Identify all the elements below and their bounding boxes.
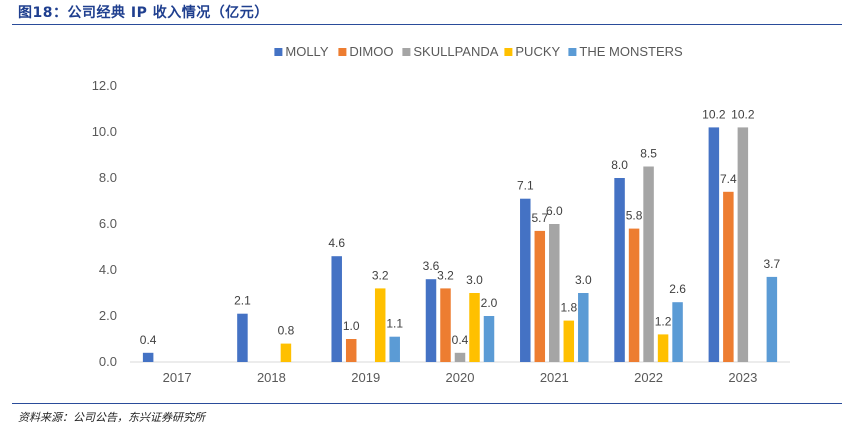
bar-pucky [280, 343, 292, 362]
x-tick-label: 2021 [540, 370, 569, 385]
bar-molly [614, 178, 625, 362]
legend-swatch [274, 48, 283, 56]
bar-skullpanda [454, 352, 466, 362]
data-label: 1.0 [343, 319, 360, 333]
bar-dimoo [628, 228, 640, 362]
y-tick-label: 10.0 [92, 124, 117, 139]
bar-skullpanda [643, 166, 654, 362]
data-label: 4.6 [328, 236, 345, 250]
data-label: 10.2 [731, 107, 755, 121]
legend-swatch [504, 48, 513, 56]
source-note: 资料来源：公司公告，东兴证券研究所 [18, 411, 205, 424]
bar-the-monsters [578, 293, 589, 362]
y-tick-label: 4.0 [99, 262, 117, 277]
bar-skullpanda [737, 127, 749, 363]
data-label: 1.8 [560, 301, 577, 315]
legend-label: MOLLY [285, 44, 328, 59]
data-label: 3.2 [372, 268, 389, 282]
bar-molly [520, 198, 531, 362]
legend-swatch [568, 48, 577, 56]
data-label: 3.6 [423, 259, 440, 273]
y-tick-label: 8.0 [99, 170, 117, 185]
legend-label: THE MONSTERS [579, 44, 683, 59]
data-label: 5.8 [626, 209, 643, 223]
x-tick-label: 2019 [351, 370, 380, 385]
y-tick-label: 12.0 [92, 78, 117, 93]
x-tick-label: 2022 [634, 370, 663, 385]
bar-molly [425, 279, 437, 362]
x-tick-label: 2018 [257, 370, 286, 385]
x-tick-label: 2020 [446, 370, 475, 385]
y-tick-label: 0.0 [99, 354, 117, 369]
figure-title: 图18：公司经典 IP 收入情况（亿元） [18, 5, 269, 21]
bar-pucky [469, 293, 480, 362]
bar-the-monsters [766, 276, 778, 362]
bar-pucky [374, 288, 386, 362]
data-label: 3.7 [764, 257, 781, 271]
bar-the-monsters [672, 302, 683, 362]
data-label: 1.1 [386, 317, 403, 331]
data-label: 0.4 [452, 333, 469, 347]
data-label: 3.0 [466, 273, 483, 287]
data-label: 3.2 [437, 268, 454, 282]
data-label: 3.0 [575, 273, 592, 287]
data-label: 2.1 [234, 294, 251, 308]
bar-molly [142, 352, 154, 362]
data-label: 0.8 [278, 324, 295, 338]
data-label: 8.5 [640, 147, 657, 161]
bar-molly [237, 313, 248, 362]
data-label: 7.4 [720, 172, 737, 186]
y-tick-label: 6.0 [99, 216, 117, 231]
bar-the-monsters [483, 316, 495, 362]
legend-swatch [338, 48, 347, 56]
data-label: 7.1 [517, 179, 534, 193]
legend-label: PUCKY [515, 44, 560, 59]
bar-dimoo [534, 230, 546, 362]
source-rule [12, 403, 842, 404]
x-tick-label: 2017 [163, 370, 192, 385]
legend-label: DIMOO [349, 44, 393, 59]
bar-the-monsters [389, 336, 400, 362]
data-label: 10.2 [702, 107, 726, 121]
bar-dimoo [345, 339, 357, 362]
data-label: 8.0 [611, 158, 628, 172]
title-rule [12, 24, 842, 25]
legend-swatch [402, 48, 411, 56]
bar-pucky [563, 320, 575, 362]
bar-molly [708, 127, 720, 363]
data-label: 2.0 [481, 296, 498, 310]
bar-pucky [657, 334, 669, 362]
bar-dimoo [723, 191, 734, 362]
data-label: 2.6 [669, 282, 686, 296]
data-label: 5.7 [531, 211, 548, 225]
y-tick-label: 2.0 [99, 308, 117, 323]
bar-dimoo [440, 288, 451, 362]
bar-molly [331, 256, 342, 362]
data-label: 6.0 [546, 204, 563, 218]
data-label: 1.2 [655, 314, 672, 328]
data-label: 0.4 [140, 333, 157, 347]
legend-label: SKULLPANDA [413, 44, 498, 59]
x-tick-label: 2023 [728, 370, 757, 385]
bar-skullpanda [549, 224, 560, 362]
